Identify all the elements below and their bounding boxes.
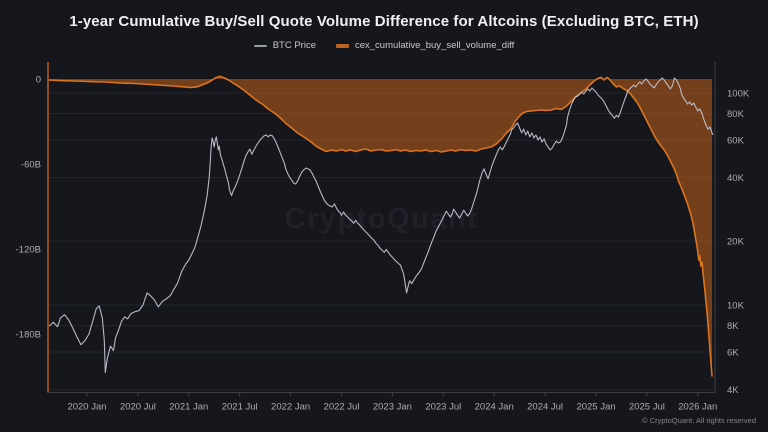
x-axis-tick-label: 2020 Jan <box>67 402 106 413</box>
cumulative-diff-line-icon <box>335 43 349 48</box>
right-axis-tick-label: 6K <box>727 348 739 359</box>
x-axis-tick-label: 2020 Jul <box>120 402 156 413</box>
legend-label-btc-price: BTC Price <box>272 40 316 51</box>
right-axis-tick-label: 80K <box>727 109 745 120</box>
btc-price-series-line <box>47 77 714 374</box>
legend-item-btc-price[interactable]: BTC Price <box>253 40 316 51</box>
cumulative-diff-series-line <box>47 75 713 377</box>
legend-item-cumulative-diff[interactable]: cex_cumulative_buy_sell_volume_diff <box>335 40 515 51</box>
x-axis-tick-label: 2025 Jul <box>629 402 665 413</box>
page-title: 1-year Cumulative Buy/Sell Quote Volume … <box>69 13 699 30</box>
x-axis-tick-label: 2025 Jan <box>576 402 615 413</box>
legend: BTC Price cex_cumulative_buy_sell_volume… <box>0 40 768 51</box>
x-axis-tick-label: 2021 Jul <box>222 402 258 413</box>
x-axis-tick-label: 2022 Jan <box>271 402 310 413</box>
x-axis-tick-label: 2021 Jan <box>169 402 208 413</box>
left-axis-tick-label: -60B <box>21 160 41 171</box>
right-axis-tick-label: 10K <box>727 301 745 312</box>
cumulative-diff-area <box>48 76 713 376</box>
x-axis-tick-label: 2024 Jan <box>475 402 514 413</box>
x-axis-tick-label: 2026 Jan <box>678 402 717 413</box>
x-axis-tick-label: 2022 Jul <box>324 402 360 413</box>
legend-label-cumulative-diff: cex_cumulative_buy_sell_volume_diff <box>354 40 515 51</box>
x-axis-tick-label: 2024 Jul <box>527 402 563 413</box>
right-axis-tick-label: 20K <box>727 237 745 248</box>
copyright-notice: © CryptoQuant. All rights reserved <box>642 416 756 425</box>
right-axis-tick-label: 4K <box>727 385 739 396</box>
right-axis-tick-label: 60K <box>727 136 745 147</box>
right-axis-tick-label: 8K <box>727 321 739 332</box>
left-axis-tick-label: 0 <box>36 75 41 86</box>
cryptoquant-watermark: CryptoQuant <box>284 203 479 235</box>
x-axis-tick-label: 2023 Jul <box>425 402 461 413</box>
left-axis-tick-label: -180B <box>16 330 41 341</box>
right-axis-tick-label: 40K <box>727 173 745 184</box>
left-axis-tick-label: -120B <box>16 245 41 256</box>
x-axis-tick-label: 2023 Jan <box>373 402 412 413</box>
right-axis-tick-label: 100K <box>727 89 750 100</box>
btc-price-line-icon <box>253 44 267 47</box>
